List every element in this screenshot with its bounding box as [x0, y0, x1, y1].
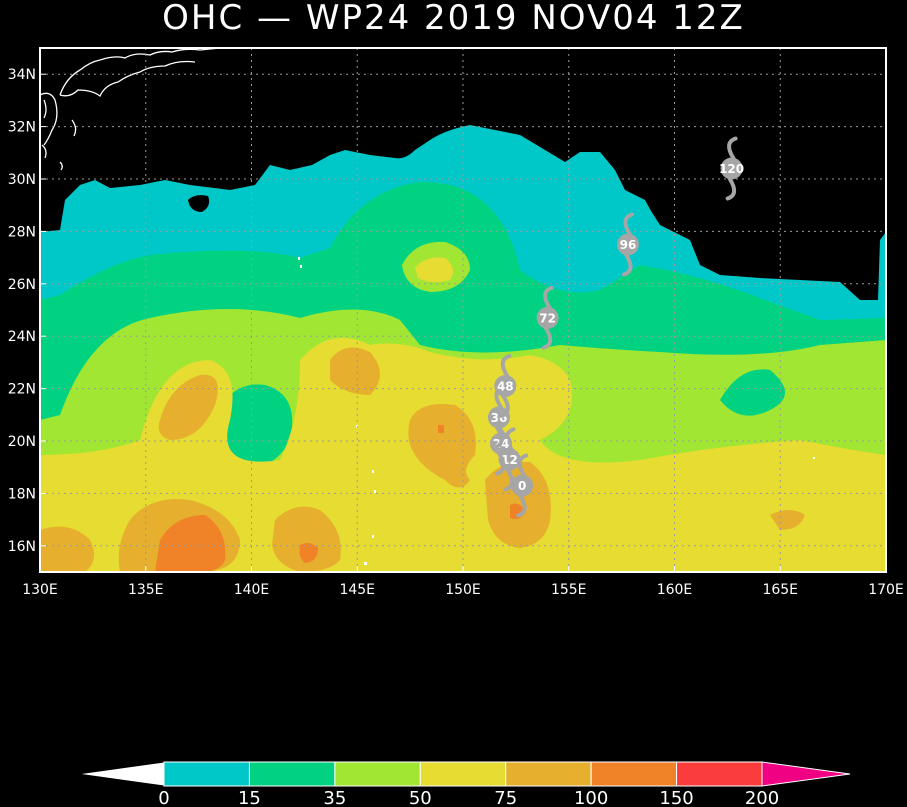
- storm-symbol-arm: [725, 176, 737, 201]
- band-50-75-north: [415, 257, 454, 283]
- storm-symbol-arm: [516, 493, 527, 518]
- storm-symbol-arm: [495, 451, 506, 476]
- storm-symbol-arm: [492, 425, 504, 450]
- storm-symbol-center: [720, 157, 743, 180]
- forecast-hour-label: 0: [518, 479, 526, 493]
- ohc-field: [40, 48, 886, 572]
- colorbar-bin: [590, 761, 678, 787]
- band-100-150-b: [299, 543, 318, 563]
- colorbar-over-arrow: [761, 761, 851, 787]
- x-tick-label: 155E: [551, 582, 587, 598]
- x-tick-label: 160E: [657, 582, 693, 598]
- forecast-hour-label: 96: [620, 238, 637, 252]
- coastlines: [40, 48, 221, 171]
- storm-symbol-arm: [541, 325, 553, 350]
- x-tick-label: 130E: [22, 582, 58, 598]
- y-tick-label: 26N: [8, 277, 36, 293]
- forecast-hour-label: 48: [497, 379, 514, 393]
- x-tick-label: 150E: [445, 582, 481, 598]
- land-north: [40, 48, 886, 300]
- colorbar-label: 35: [323, 788, 346, 807]
- band-15-35-west: [214, 384, 293, 470]
- storm-symbol-center: [494, 374, 517, 397]
- y-tick-label: 28N: [8, 224, 36, 240]
- colorbar-bin: [334, 761, 421, 787]
- colorbar-label: 200: [745, 788, 779, 807]
- storm-symbol-center: [511, 474, 534, 497]
- colorbar-label: 150: [659, 788, 693, 807]
- storm-symbol-arm: [543, 285, 554, 310]
- y-tick-label: 20N: [8, 434, 36, 450]
- forecast-hour-label: 120: [719, 162, 744, 176]
- y-tick-label: 30N: [8, 172, 36, 188]
- colorbar-label: 0: [158, 788, 169, 807]
- x-tick-label: 145E: [339, 582, 375, 598]
- y-tick-label: 22N: [8, 382, 36, 398]
- y-tick-label: 34N: [8, 67, 36, 83]
- colorbar-bin: [163, 761, 250, 787]
- storm-symbol-arm: [623, 212, 634, 237]
- band-75-100-h: [770, 510, 805, 530]
- storm-symbol-center: [616, 233, 639, 256]
- y-tick-label: 18N: [8, 486, 36, 502]
- colorbar-label: 75: [494, 788, 517, 807]
- storm-symbol-center: [536, 306, 559, 329]
- x-tick-label: 165E: [762, 582, 798, 598]
- colorbar-label: 100: [574, 788, 608, 807]
- colorbar-bin: [505, 761, 592, 787]
- map-title: OHC — WP24 2019 NOV04 12Z: [162, 0, 745, 38]
- land-island: [188, 195, 210, 212]
- colorbar-bin: [419, 761, 507, 787]
- x-tick-label: 170E: [868, 582, 904, 598]
- track-point: 72: [536, 285, 559, 350]
- band-75-100-a: [158, 374, 218, 440]
- ohc-map: 130E 135E 140E 145E 150E 155E 160E 165E 170E 16N…: [8, 47, 904, 598]
- colorbar-under-arrow: [77, 761, 165, 787]
- storm-symbol-arm: [500, 353, 512, 378]
- x-tick-label: 135E: [128, 582, 164, 598]
- band-15-35-east: [720, 369, 785, 416]
- band-100-150-d: [438, 425, 444, 433]
- y-axis-ticks: 16N 18N 20N 22N 24N 26N 28N 30N 32N 34N: [8, 67, 46, 555]
- storm-symbol-arm: [621, 252, 633, 277]
- storm-symbol-arm: [499, 393, 510, 418]
- y-tick-label: 24N: [8, 329, 36, 345]
- track-point: 96: [616, 212, 639, 277]
- y-tick-label: 32N: [8, 120, 36, 136]
- track-point: 48: [494, 353, 517, 418]
- x-axis-ticks: 130E 135E 140E 145E 150E 155E 160E 165E 170E: [22, 566, 904, 598]
- band-75-100-g: [40, 526, 94, 572]
- storm-symbol-arm: [727, 136, 738, 161]
- band-75-100-c: [408, 404, 476, 488]
- y-tick-label: 16N: [8, 539, 36, 555]
- colorbar-label: 50: [409, 788, 432, 807]
- colorbar-bin: [248, 761, 336, 787]
- colorbar-bin: [676, 761, 763, 787]
- band-100-150-a: [155, 515, 226, 572]
- colorbar-label: 15: [238, 788, 261, 807]
- x-tick-label: 140E: [234, 582, 270, 598]
- forecast-hour-label: 72: [539, 311, 556, 325]
- track-point: 120: [719, 136, 744, 201]
- band-75-100-f: [272, 506, 341, 572]
- band-75-100-b: [330, 347, 380, 395]
- storm-symbol-arm: [503, 467, 515, 492]
